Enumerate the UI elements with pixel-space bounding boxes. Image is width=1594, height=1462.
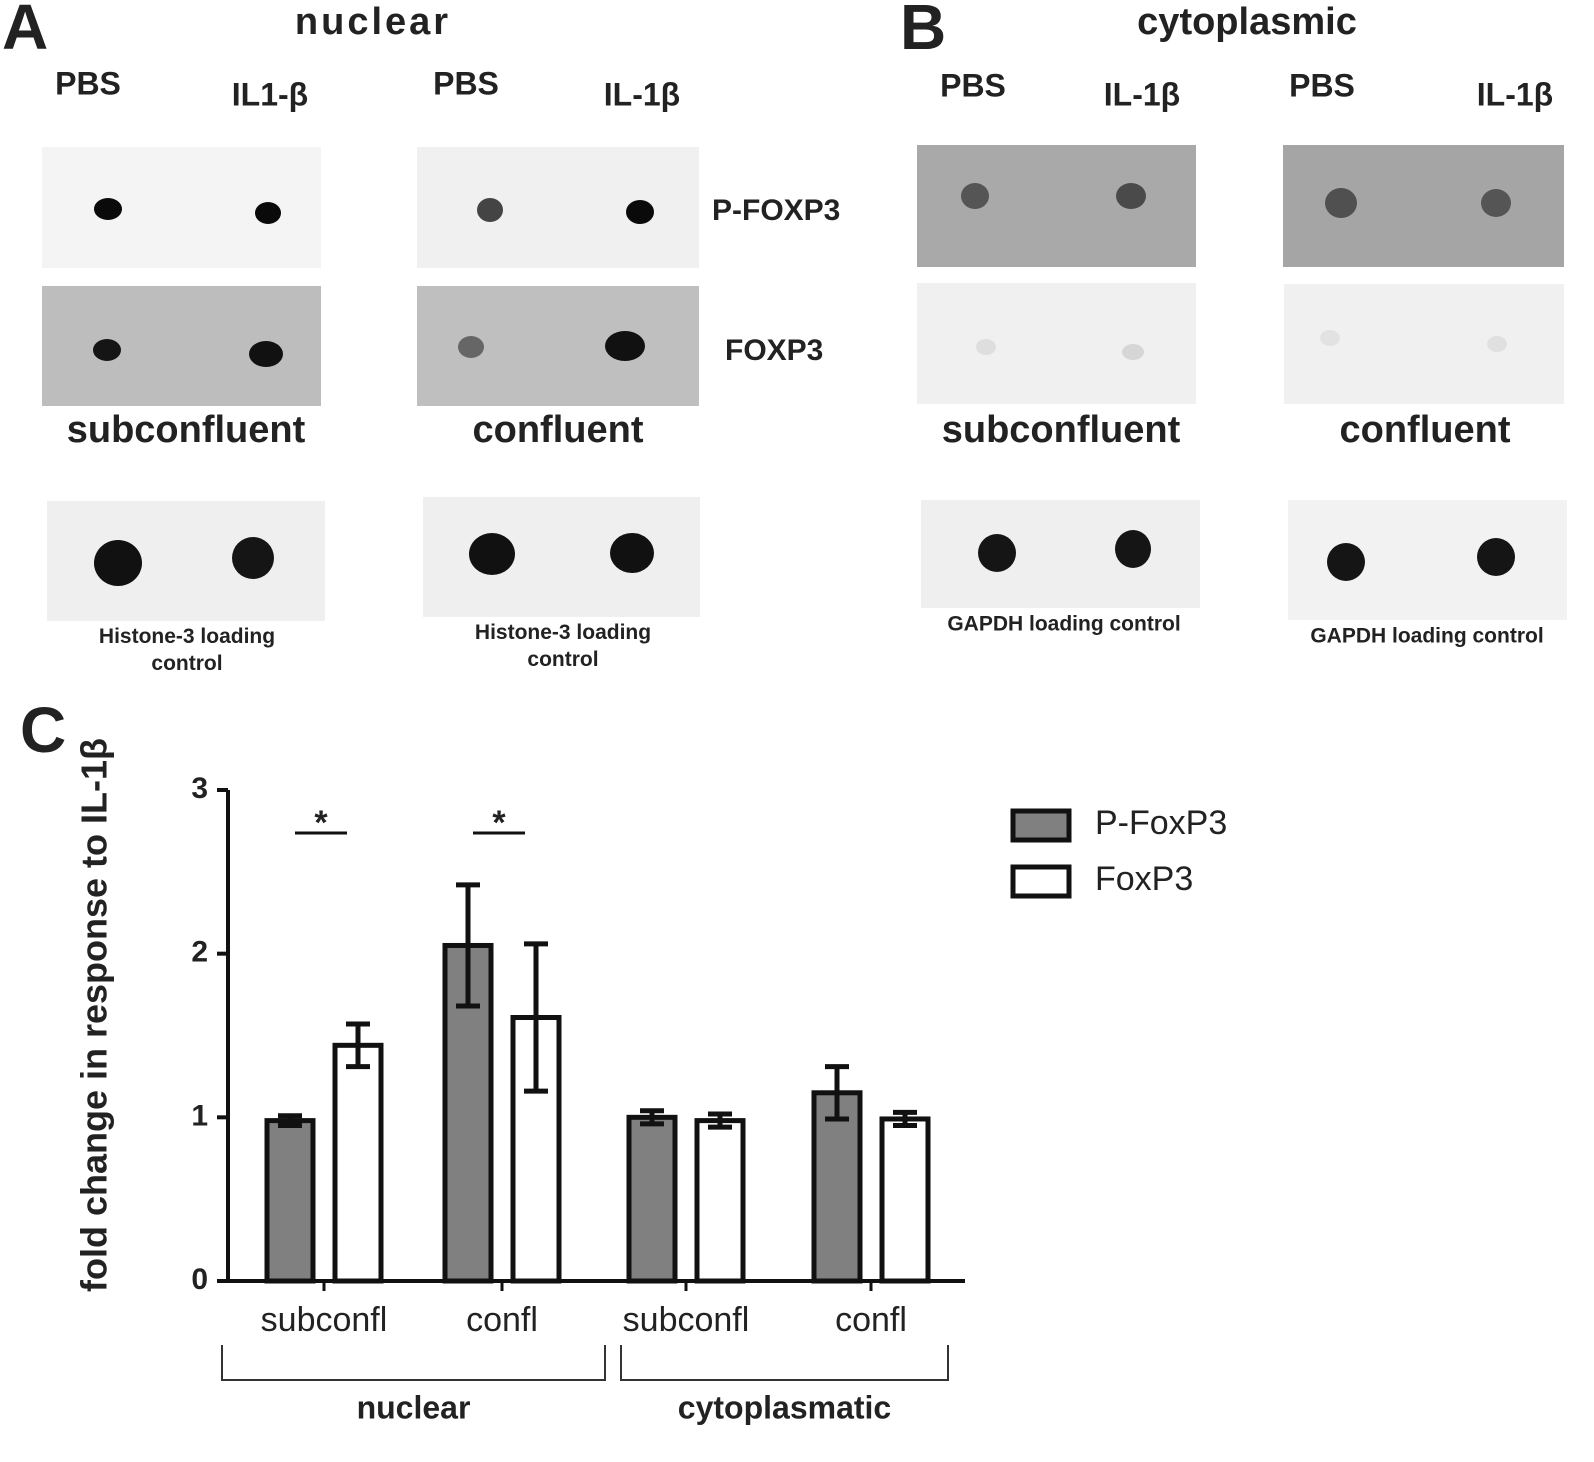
y-tick-label: 0: [191, 1263, 208, 1296]
bar: [264, 1118, 316, 1284]
panel-title: nuclear: [295, 1, 451, 43]
bar: [879, 1116, 931, 1284]
legend-swatch: [1010, 864, 1072, 899]
lane-label: IL-1β: [604, 76, 680, 112]
x-tick-label: confl: [835, 1301, 907, 1339]
error-bar: [640, 1108, 664, 1127]
panel-letter: C: [20, 694, 66, 766]
group-bracket: [221, 1345, 606, 1381]
loading-label: GAPDH loading control: [947, 613, 1180, 636]
y-axis-title: fold change in response to IL-1β: [74, 738, 115, 1292]
loading-label: Histone-3 loading control: [474, 621, 652, 671]
loading-label: Histone-3 loading control: [98, 625, 276, 675]
row-label: FOXP3: [725, 334, 823, 367]
row-label: P-FOXP3: [712, 194, 840, 227]
loading-label-box: Histone-3 loading control: [98, 625, 276, 675]
legend-swatch: [1010, 808, 1072, 843]
error-bar: [346, 1021, 370, 1070]
error-bar: [524, 941, 548, 1094]
lane-label: IL-1β: [1104, 76, 1180, 112]
legend-label: P-FoxP3: [1095, 804, 1227, 842]
bar: [332, 1042, 384, 1284]
significance-label: *: [492, 804, 506, 842]
error-bar: [278, 1113, 302, 1129]
lane-label: PBS: [940, 67, 1006, 103]
blot: [42, 147, 700, 621]
y-tick-label: 1: [191, 1099, 208, 1132]
loading-label-box: Histone-3 loading control: [474, 621, 652, 671]
y-tick-label: 2: [191, 936, 208, 969]
lane-label: PBS: [55, 65, 121, 101]
error-bar: [708, 1111, 732, 1130]
panel-letter: A: [2, 0, 48, 63]
lane-label: PBS: [1289, 67, 1355, 103]
group-label: nuclear: [357, 1389, 471, 1425]
condition-label: subconfluent: [67, 409, 306, 451]
x-tick-label: subconfl: [261, 1301, 388, 1339]
significance-label: *: [314, 804, 328, 842]
error-bar: [456, 882, 480, 1009]
legend-label: FoxP3: [1095, 860, 1193, 898]
panel-letter: B: [900, 0, 946, 63]
error-bar: [893, 1109, 917, 1129]
condition-label: confluent: [473, 409, 644, 451]
condition-label: subconfluent: [942, 409, 1181, 451]
lane-label: PBS: [433, 65, 499, 101]
group-bracket: [620, 1345, 949, 1381]
x-tick-label: subconfl: [623, 1301, 750, 1339]
x-tick-label: confl: [466, 1301, 538, 1339]
y-tick-label: 3: [191, 772, 208, 805]
bar: [626, 1114, 678, 1284]
condition-label: confluent: [1340, 409, 1511, 451]
group-label: cytoplasmatic: [678, 1389, 891, 1425]
lane-label: IL1-β: [232, 76, 308, 112]
lane-label: IL-1β: [1477, 76, 1553, 112]
blot: [917, 145, 1567, 620]
panel-title: cytoplasmic: [1137, 1, 1357, 43]
error-bar: [825, 1064, 849, 1122]
bar: [694, 1118, 746, 1284]
loading-label: GAPDH loading control: [1310, 625, 1543, 648]
